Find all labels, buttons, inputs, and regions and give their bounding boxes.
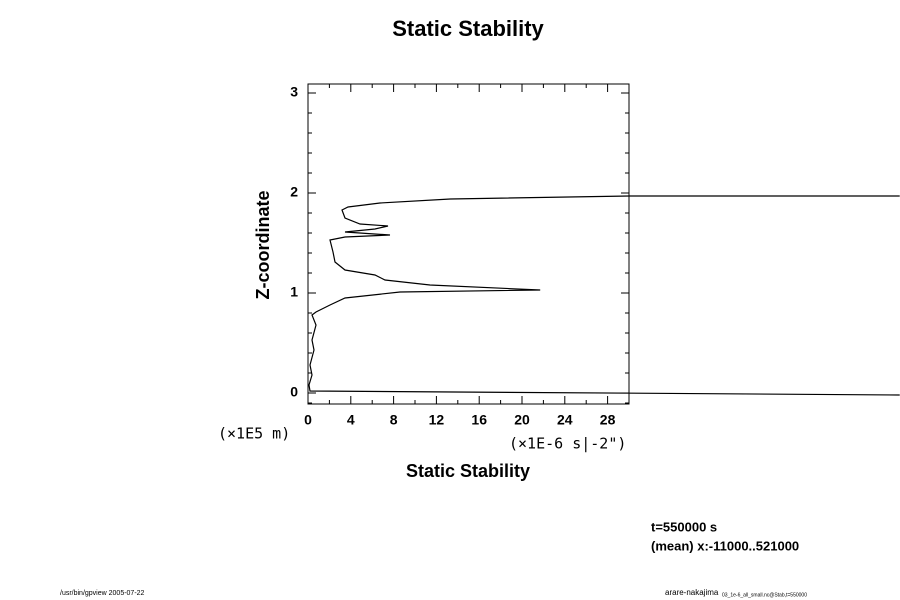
y-tick-label: 0 — [290, 384, 298, 400]
x-tick-label: 20 — [514, 412, 530, 428]
plot-frame — [307, 83, 630, 405]
x-tick-label: 12 — [429, 412, 445, 428]
y-tick-label: 3 — [290, 84, 298, 100]
data-line — [308, 195, 900, 396]
annotation: t=550000 s — [651, 519, 717, 534]
x-tick-label: 0 — [304, 412, 312, 428]
annotation: (mean) x:-11000..521000 — [651, 538, 799, 553]
footer: arare-nakajima — [665, 588, 719, 597]
footer: /usr/bin/gpview 2005-07-22 — [60, 590, 145, 597]
y-tick-label: 1 — [290, 284, 298, 300]
y-axis-label: Z-coordinate — [253, 190, 273, 299]
y-tick-label: 2 — [290, 184, 298, 200]
x-units: (×1E-6 s|-2") — [509, 435, 626, 453]
x-tick-label: 28 — [600, 412, 616, 428]
footer: 03_1e-6_all_small.nc@Stab,t=550000 — [722, 592, 807, 598]
x-tick-label: 8 — [390, 412, 398, 428]
x-tick-label: 16 — [471, 412, 487, 428]
chart-title: Static Stability — [392, 16, 544, 41]
x-tick-label: 24 — [557, 412, 573, 428]
x-tick-label: 4 — [347, 412, 355, 428]
x-axis-label: Static Stability — [406, 461, 530, 481]
y-units: (×1E5 m) — [218, 425, 290, 443]
